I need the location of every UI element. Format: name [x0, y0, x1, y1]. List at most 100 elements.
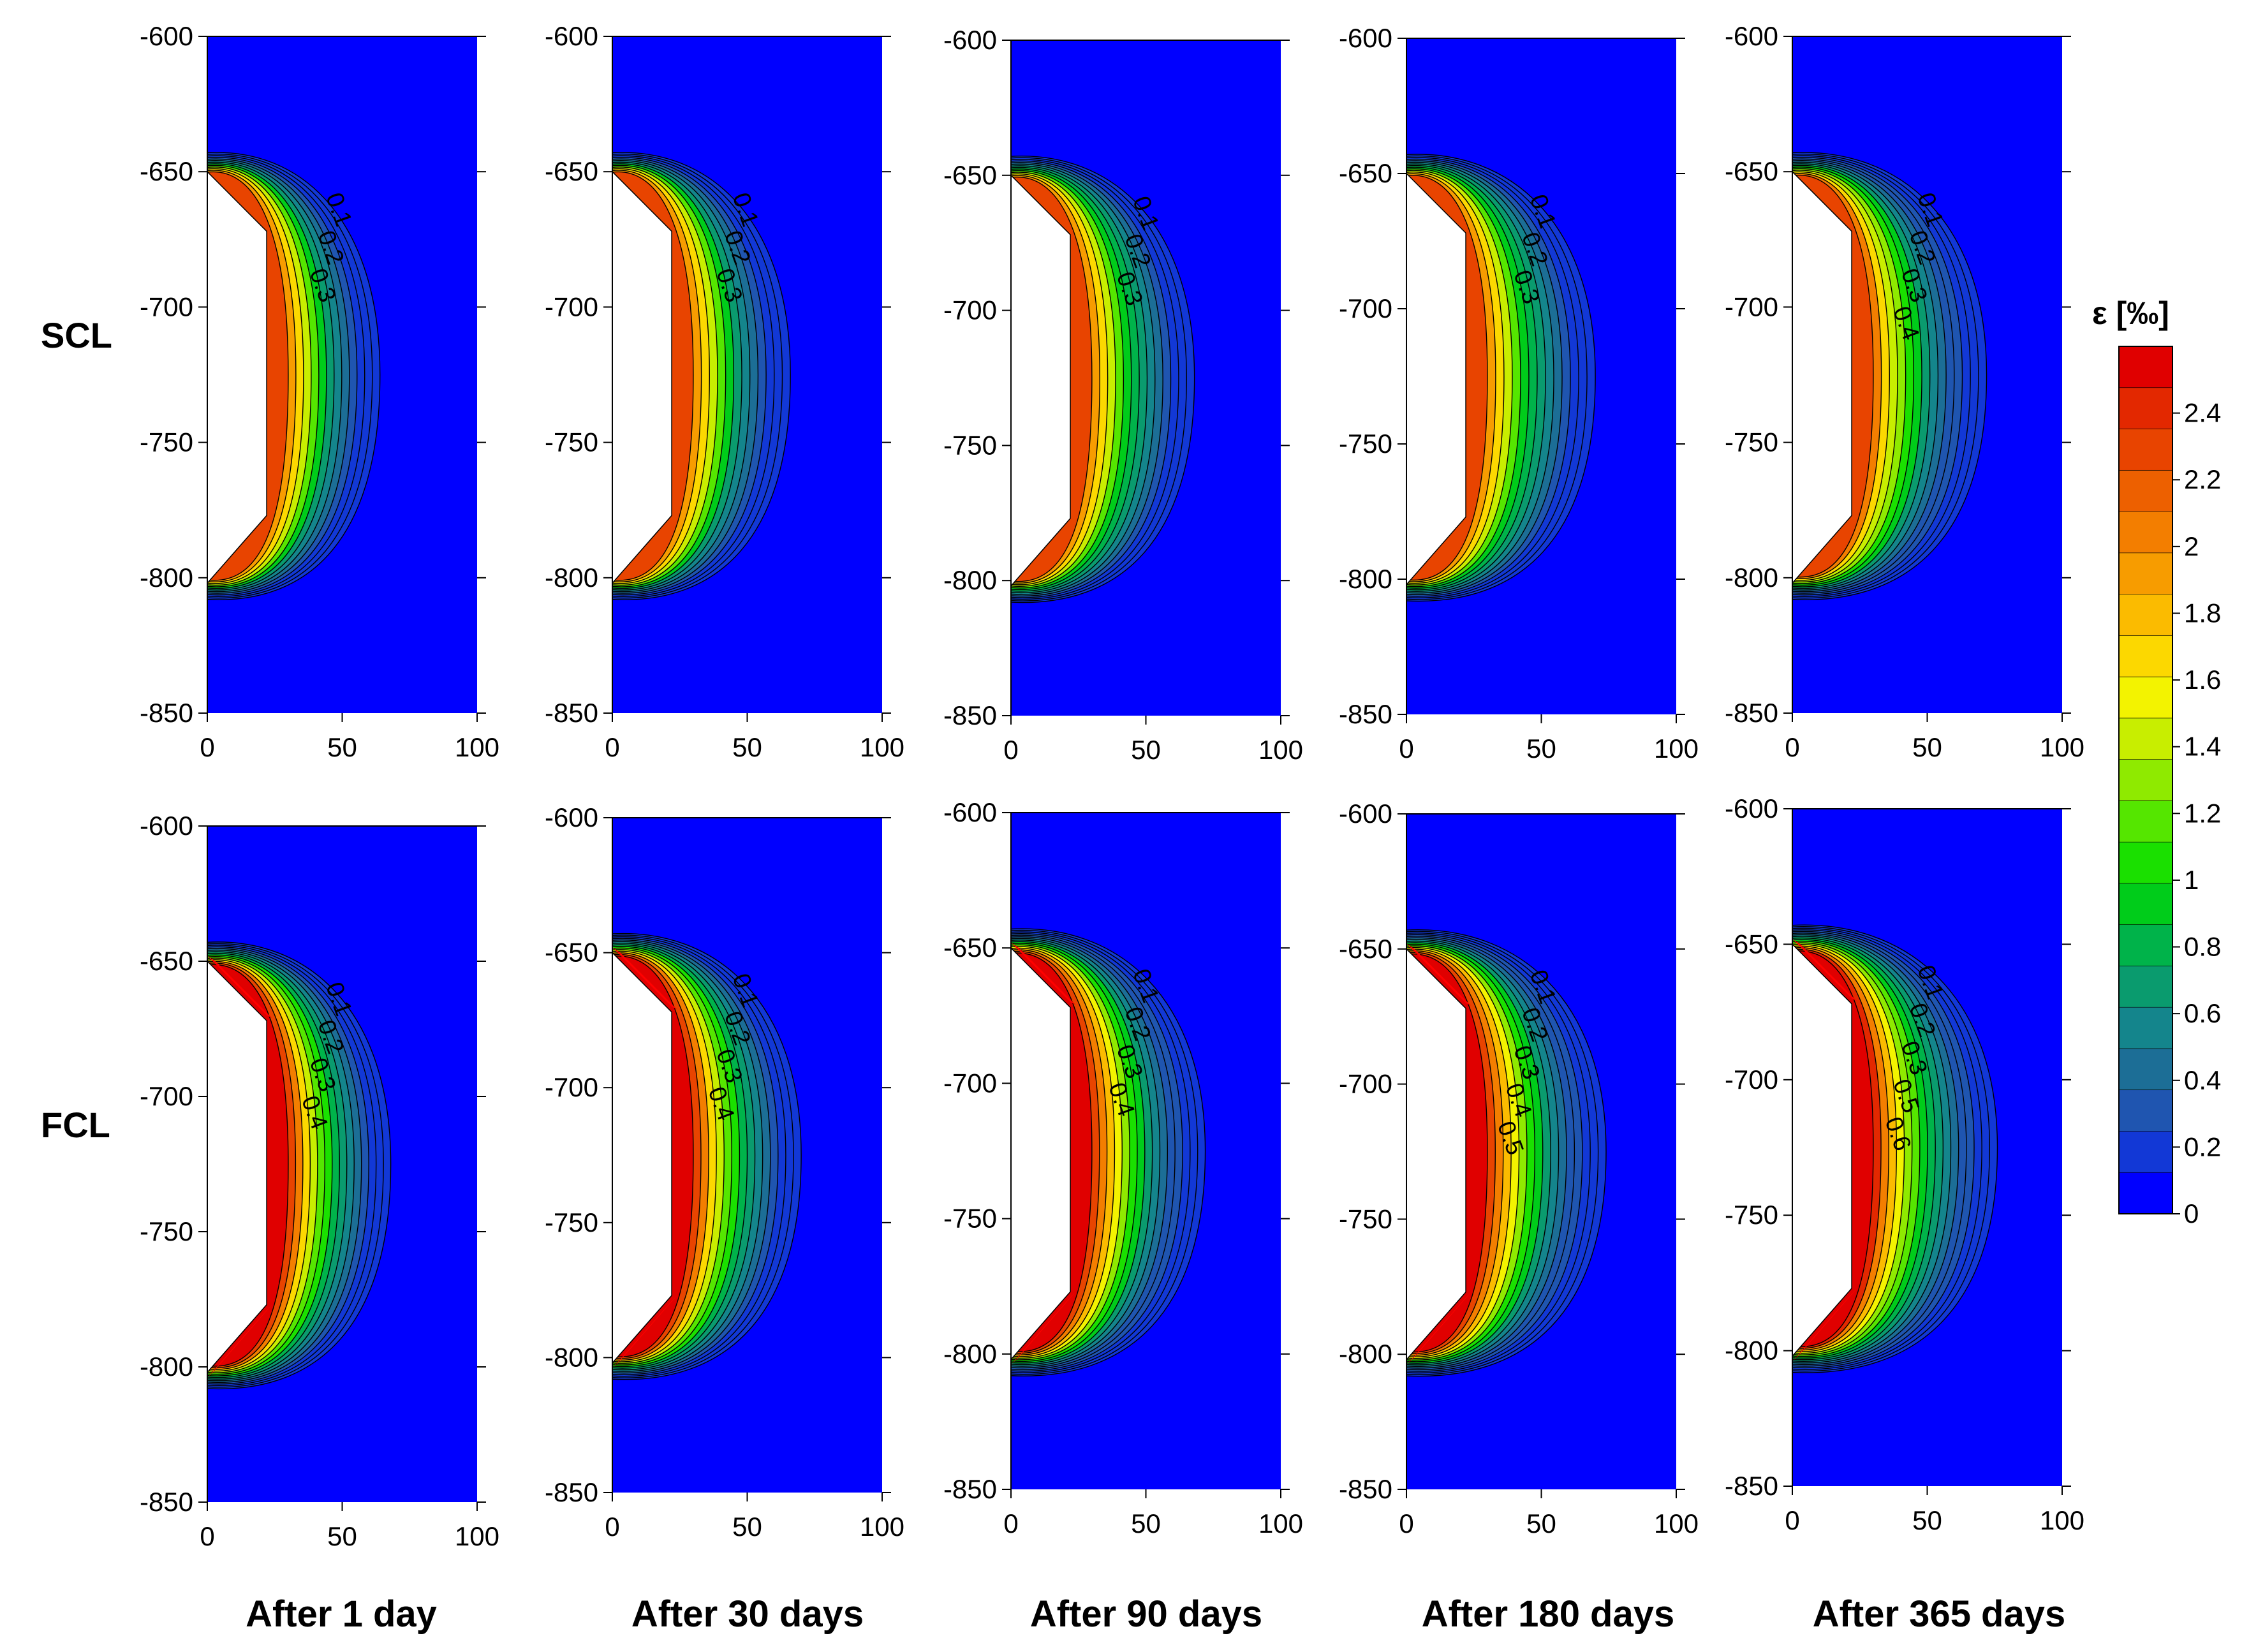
y-tick-label: -800	[1339, 564, 1392, 594]
y-tick-label: -650	[943, 933, 997, 962]
row-labels: SCL FCL	[41, 315, 112, 1145]
y-tick-label: -750	[1339, 1204, 1392, 1234]
x-tick-label: 0	[605, 732, 619, 762]
colorbar-tick-label: 2.2	[2184, 464, 2221, 494]
excavation-outline	[1406, 947, 1466, 1361]
column-label: After 365 days	[1813, 1593, 2066, 1635]
y-tick-label: -700	[943, 1068, 997, 1098]
y-tick-label: -650	[545, 938, 598, 968]
x-tick-label: 50	[327, 1521, 357, 1551]
y-tick-label: -700	[1339, 1069, 1392, 1099]
x-tick-label: 50	[1526, 734, 1556, 763]
x-tick-label: 50	[1912, 732, 1942, 762]
x-tick-label: 100	[860, 732, 904, 762]
colorbar-band	[2118, 676, 2173, 719]
colorbar-band	[2118, 1172, 2173, 1214]
y-tick-label: -850	[1725, 698, 1778, 728]
colorbar-band	[2118, 841, 2173, 884]
y-tick-label: -850	[943, 700, 997, 730]
y-tick-label: -800	[943, 1339, 997, 1369]
y-tick-label: -700	[943, 295, 997, 325]
x-tick-label: 0	[1785, 732, 1799, 762]
y-tick-label: -800	[1725, 563, 1778, 593]
y-tick-label: -700	[140, 1081, 193, 1111]
x-tick-label: 0	[200, 1521, 214, 1551]
excavation-outline	[207, 960, 267, 1374]
y-tick-label: -750	[545, 1207, 598, 1237]
x-tick-label: 50	[1912, 1505, 1942, 1535]
y-tick-label: -750	[943, 1204, 997, 1234]
colorbar-band	[2118, 429, 2173, 471]
x-tick-label: 100	[1654, 734, 1699, 763]
excavation-outline	[612, 170, 672, 585]
colorbar-band	[2118, 552, 2173, 594]
y-tick-label: -750	[943, 430, 997, 460]
y-tick-label: -750	[140, 427, 193, 457]
x-tick-label: 50	[1131, 735, 1161, 765]
y-tick-label: -650	[140, 156, 193, 186]
colorbar-band	[2118, 594, 2173, 636]
y-tick-label: -650	[1339, 934, 1392, 964]
colorbar-band	[2118, 1007, 2173, 1049]
colorbar-tick-label: 0.6	[2184, 998, 2221, 1028]
colorbar-title: ε [‰]	[2092, 295, 2169, 331]
colorbar-tick-label: 0.2	[2184, 1132, 2221, 1162]
x-tick-label: 0	[1399, 734, 1413, 763]
y-tick-label: -850	[545, 698, 598, 728]
excavation-outline	[612, 951, 672, 1364]
column-label: After 90 days	[1030, 1593, 1262, 1635]
y-tick-label: -850	[943, 1474, 997, 1504]
colorbar-frame	[2118, 346, 2173, 1214]
y-tick-label: -850	[140, 698, 193, 728]
colorbar-tick-label: 1	[2184, 865, 2199, 895]
y-tick-label: -850	[1725, 1471, 1778, 1501]
y-tick-label: -750	[1725, 427, 1778, 457]
y-tick-label: -700	[545, 1072, 598, 1102]
x-tick-label: 50	[1131, 1508, 1161, 1538]
y-tick-label: -650	[1725, 156, 1778, 186]
y-tick-label: -800	[545, 563, 598, 593]
colorbar-tick-label: 1.8	[2184, 598, 2221, 628]
y-tick-label: -700	[140, 291, 193, 321]
excavation-outline	[1010, 173, 1071, 587]
x-tick-label: 100	[860, 1512, 904, 1542]
colorbar-band	[2118, 1089, 2173, 1132]
colorbar: ε [‰] 0 0.2 0.4 0.6 0.8 1 1.2 1.4 1.6 1.8 2 2.2 2.4	[2092, 295, 2221, 1228]
x-tick-label: 100	[2040, 1505, 2084, 1535]
colorbar-tick-label: 0.4	[2184, 1065, 2221, 1095]
colorbar-band	[2118, 1131, 2173, 1173]
y-tick-label: -700	[1725, 291, 1778, 321]
colorbar-band	[2118, 635, 2173, 677]
y-tick-label: -600	[943, 25, 997, 55]
colorbar-tick-label: 2	[2184, 531, 2199, 561]
excavation-outline	[1406, 172, 1466, 586]
y-tick-label: -800	[140, 563, 193, 593]
column-labels: After 1 day After 30 days After 90 days Aft…	[246, 1593, 2065, 1635]
y-tick-label: -600	[1725, 793, 1778, 823]
y-tick-label: -600	[1339, 799, 1392, 829]
x-tick-label: 50	[327, 732, 357, 762]
y-tick-label: -700	[1339, 293, 1392, 323]
excavation-outline	[1792, 170, 1852, 585]
y-tick-label: -800	[140, 1352, 193, 1382]
x-tick-label: 100	[1258, 1508, 1303, 1538]
y-tick-label: -800	[545, 1342, 598, 1372]
y-tick-label: -750	[545, 427, 598, 457]
y-tick-label: -800	[1725, 1336, 1778, 1366]
column-label: After 1 day	[246, 1593, 437, 1635]
y-tick-label: -600	[1339, 23, 1392, 53]
colorbar-band	[2118, 966, 2173, 1008]
x-tick-label: 100	[455, 732, 499, 762]
x-tick-label: 0	[200, 732, 214, 762]
colorbar-tick-label: 2.4	[2184, 398, 2221, 428]
colorbar-tick-label: 1.4	[2184, 732, 2221, 762]
y-tick-label: -850	[140, 1487, 193, 1517]
x-tick-label: 0	[1003, 735, 1018, 765]
y-tick-label: -650	[1339, 158, 1392, 188]
colorbar-tick-label: 0.8	[2184, 932, 2221, 962]
row-label: SCL	[41, 315, 112, 355]
